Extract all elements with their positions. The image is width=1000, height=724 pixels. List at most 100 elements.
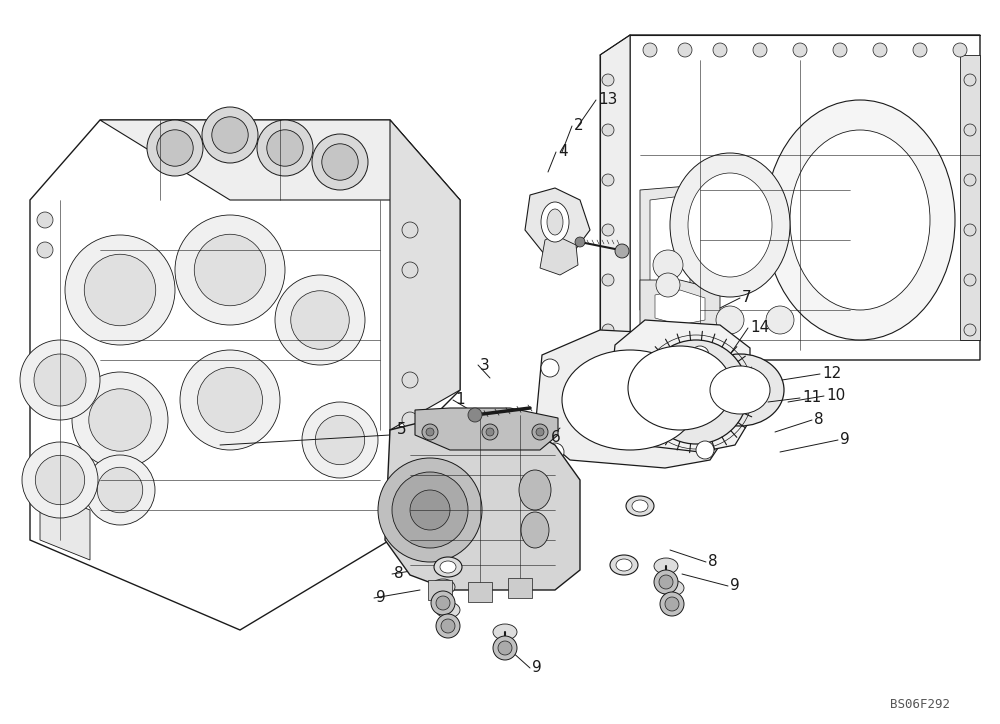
Circle shape [654, 570, 678, 594]
Text: 1: 1 [455, 392, 465, 408]
Text: 7: 7 [742, 290, 752, 306]
Ellipse shape [434, 557, 462, 577]
Circle shape [602, 274, 614, 286]
Ellipse shape [654, 558, 678, 574]
Circle shape [436, 596, 450, 610]
Polygon shape [640, 185, 700, 315]
Polygon shape [650, 195, 690, 305]
Circle shape [873, 43, 887, 57]
Circle shape [202, 107, 258, 163]
Circle shape [89, 389, 151, 451]
Circle shape [37, 242, 53, 258]
Circle shape [660, 592, 684, 616]
Text: 10: 10 [826, 389, 845, 403]
Circle shape [486, 428, 494, 436]
Circle shape [322, 144, 358, 180]
Circle shape [656, 273, 680, 297]
Circle shape [431, 591, 455, 615]
Text: 2: 2 [574, 119, 584, 133]
Polygon shape [540, 235, 578, 275]
Polygon shape [468, 582, 492, 602]
Ellipse shape [616, 559, 632, 571]
Text: 9: 9 [376, 591, 386, 605]
Circle shape [793, 43, 807, 57]
Circle shape [20, 340, 100, 420]
Circle shape [22, 442, 98, 518]
Ellipse shape [765, 100, 955, 340]
Circle shape [402, 222, 418, 238]
Ellipse shape [632, 500, 648, 512]
Polygon shape [415, 408, 558, 450]
Polygon shape [608, 320, 750, 452]
Circle shape [175, 215, 285, 325]
Polygon shape [960, 55, 980, 340]
Ellipse shape [547, 209, 563, 235]
Circle shape [267, 130, 303, 167]
Circle shape [315, 416, 365, 465]
Ellipse shape [626, 496, 654, 516]
Circle shape [644, 340, 748, 444]
Circle shape [436, 614, 460, 638]
Circle shape [665, 597, 679, 611]
Circle shape [498, 641, 512, 655]
Circle shape [65, 235, 175, 345]
Ellipse shape [541, 202, 569, 242]
Circle shape [653, 250, 683, 280]
Circle shape [302, 402, 378, 478]
Circle shape [493, 636, 517, 660]
Circle shape [426, 428, 434, 436]
Circle shape [97, 467, 143, 513]
Circle shape [257, 120, 313, 176]
Polygon shape [535, 330, 730, 468]
Polygon shape [40, 490, 90, 560]
Circle shape [198, 368, 262, 432]
Circle shape [964, 74, 976, 86]
Circle shape [72, 372, 168, 468]
Circle shape [964, 324, 976, 336]
Text: 11: 11 [802, 390, 821, 405]
Circle shape [291, 291, 349, 349]
Circle shape [659, 575, 673, 589]
Circle shape [410, 490, 450, 530]
Circle shape [964, 224, 976, 236]
Circle shape [602, 74, 614, 86]
Circle shape [482, 424, 498, 440]
Ellipse shape [688, 173, 772, 277]
Circle shape [402, 262, 418, 278]
Circle shape [696, 441, 714, 459]
Circle shape [147, 120, 203, 176]
Ellipse shape [493, 624, 517, 640]
Polygon shape [630, 35, 980, 360]
Ellipse shape [790, 130, 930, 310]
Ellipse shape [710, 366, 770, 414]
Circle shape [37, 212, 53, 228]
Ellipse shape [440, 561, 456, 573]
Text: 8: 8 [814, 413, 824, 427]
Polygon shape [640, 280, 720, 340]
Polygon shape [508, 578, 532, 598]
Circle shape [615, 244, 629, 258]
Polygon shape [30, 120, 460, 630]
Text: 14: 14 [750, 321, 769, 335]
Text: 8: 8 [708, 555, 718, 570]
Polygon shape [525, 188, 590, 255]
Circle shape [312, 134, 368, 190]
Circle shape [546, 443, 564, 461]
Ellipse shape [670, 153, 790, 297]
Circle shape [716, 306, 744, 334]
Circle shape [668, 364, 724, 420]
Circle shape [766, 306, 794, 334]
Circle shape [402, 372, 418, 388]
Circle shape [392, 472, 468, 548]
Circle shape [602, 174, 614, 186]
Circle shape [964, 274, 976, 286]
Text: 13: 13 [598, 93, 617, 107]
Text: 12: 12 [822, 366, 841, 382]
Circle shape [468, 408, 482, 422]
Text: 6: 6 [551, 431, 561, 445]
Circle shape [194, 235, 266, 306]
Circle shape [402, 412, 418, 428]
Polygon shape [655, 290, 705, 325]
Text: 5: 5 [397, 423, 407, 437]
Circle shape [532, 424, 548, 440]
